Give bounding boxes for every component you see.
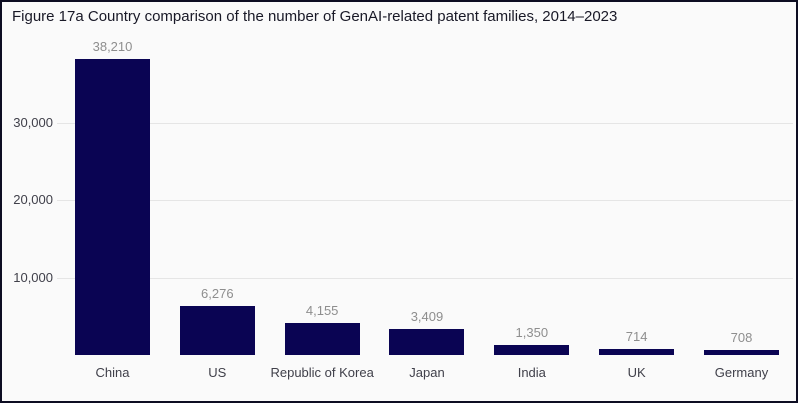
- y-axis-tick-label: 10,000: [13, 269, 53, 285]
- y-gridline: [57, 122, 793, 124]
- bar: [74, 59, 150, 355]
- bar-value-label: 6,276: [201, 286, 234, 301]
- bar-value-label: 4,155: [305, 303, 339, 318]
- x-axis-category-label: China: [95, 365, 130, 380]
- x-axis-category-label: Germany: [714, 365, 769, 380]
- x-axis-category-label: India: [517, 365, 546, 380]
- bar: [599, 349, 675, 355]
- bar-column: 6,276 US: [165, 25, 270, 380]
- x-axis-category-label: US: [208, 365, 227, 380]
- y-axis-tick-label: 30,000: [13, 114, 53, 130]
- y-gridline: [57, 277, 793, 279]
- bar: [494, 345, 570, 355]
- bar-value-label: 714: [625, 329, 648, 344]
- bar-value-label: 708: [730, 330, 753, 345]
- x-axis-category-label: Republic of Korea: [270, 365, 374, 380]
- bar-value-label: 3,409: [410, 309, 444, 324]
- y-gridline: [57, 200, 793, 201]
- bar-value-label: 38,210: [92, 39, 133, 54]
- bar-column: 1,350 India: [479, 25, 584, 380]
- bar-column: 4,155 Republic of Korea: [270, 25, 375, 380]
- bar-value-label: 1,350: [515, 325, 549, 340]
- bar-column: 708 Germany: [689, 25, 794, 380]
- bar-column: 38,210 China: [60, 25, 165, 380]
- x-axis-category-label: Japan: [409, 365, 445, 380]
- bar: [703, 350, 779, 355]
- bar-column: 714 UK: [584, 25, 689, 380]
- y-axis-tick-label: 20,000: [13, 192, 53, 207]
- bar: [179, 306, 255, 355]
- chart-title: Figure 17a Country comparison of the num…: [12, 8, 618, 25]
- bar-column: 3,409 Japan: [375, 25, 480, 380]
- bar: [389, 329, 465, 355]
- bar: [284, 323, 360, 355]
- x-axis-category-label: UK: [627, 365, 646, 380]
